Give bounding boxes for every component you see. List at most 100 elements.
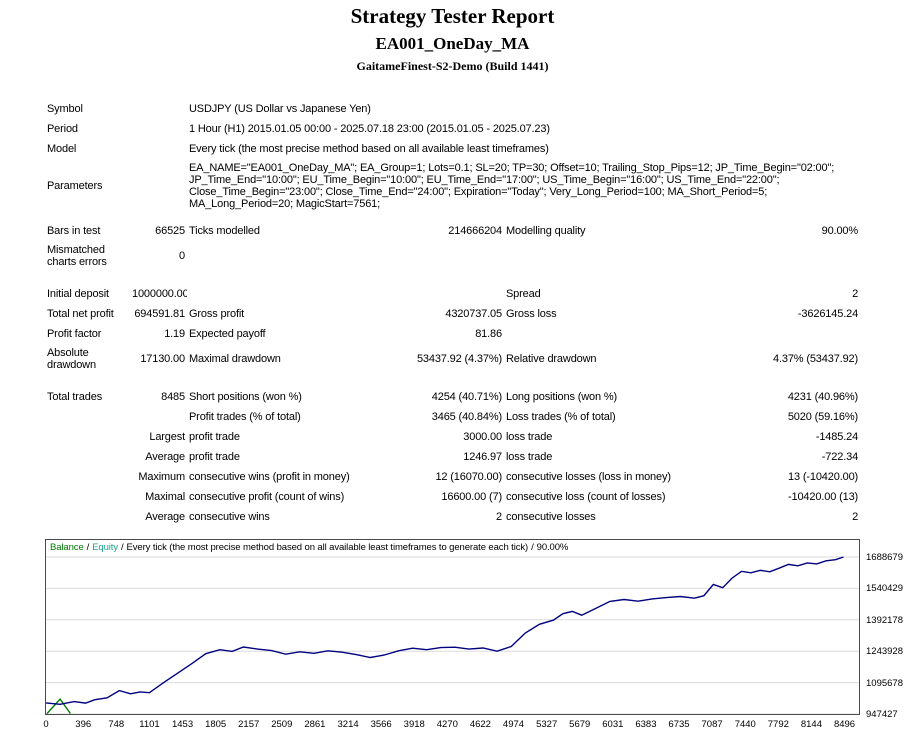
- stat-value: 1246.97: [463, 451, 502, 463]
- x-axis-label: 6383: [635, 719, 657, 730]
- stat-label: Gross profit: [189, 308, 245, 320]
- report-table: Symbol USDJPY (US Dollar vs Japanese Yen…: [45, 99, 860, 527]
- table-row: Total trades 8485 Short positions (won %…: [45, 387, 860, 407]
- legend-balance-label: Balance: [50, 542, 84, 553]
- x-axis-label: 6031: [602, 719, 624, 730]
- stat-label: Total net profit: [47, 308, 114, 320]
- stat-value: -722.34: [821, 451, 859, 463]
- stat-value: Largest: [149, 431, 185, 443]
- stat-value: [384, 241, 504, 271]
- stat-label: Long positions (won %): [506, 391, 618, 403]
- stat-value: 3465 (40.84%): [431, 411, 502, 423]
- stat-value: 3000.00: [463, 431, 502, 443]
- x-axis-label: 2509: [271, 719, 293, 730]
- table-row: Absolute drawdown 17130.00 Maximal drawd…: [45, 344, 860, 374]
- x-axis-label: 8496: [833, 719, 856, 730]
- stat-label: [504, 241, 719, 271]
- stat-label: [504, 324, 719, 344]
- stat-value: 16600.00 (7): [441, 491, 502, 503]
- stat-value: 214666204: [448, 225, 502, 237]
- table-row: Profit factor 1.19 Expected payoff 81.86: [45, 324, 860, 344]
- table-row: Mismatched charts errors 0: [45, 241, 860, 271]
- stat-label: [187, 241, 384, 271]
- table-row: Largest profit trade 3000.00 loss trade …: [45, 427, 860, 447]
- legend-equity-label: Equity: [92, 542, 118, 553]
- stat-label: Profit factor: [47, 328, 102, 340]
- x-axis-label: 7087: [701, 719, 723, 730]
- info-value: USDJPY (US Dollar vs Japanese Yen): [189, 103, 371, 115]
- stat-value: -1485.24: [815, 431, 859, 443]
- stat-value: [719, 241, 860, 271]
- stat-value: -10420.00 (13): [787, 491, 859, 503]
- info-label: Parameters: [47, 180, 103, 192]
- y-axis-label: 1095678: [866, 677, 903, 689]
- stat-value: Average: [145, 451, 185, 463]
- stat-value: 4254 (40.71%): [431, 391, 502, 403]
- spacer-row: [45, 374, 860, 387]
- info-value: EA_NAME="EA001_OneDay_MA"; EA_Group=1; L…: [189, 162, 835, 210]
- x-axis-label: 1805: [205, 719, 227, 730]
- lots-line: [46, 697, 71, 715]
- table-row: Initial deposit 1000000.00 Spread 2: [45, 284, 860, 304]
- stat-label: Gross loss: [506, 308, 557, 320]
- stat-value: 17130.00: [140, 353, 185, 365]
- stat-value: Maximal: [145, 491, 185, 503]
- x-axis-label: 8144: [800, 719, 823, 730]
- x-axis-label: 7792: [767, 719, 789, 730]
- x-axis-label: 748: [108, 719, 125, 730]
- chart-legend: Balance / Equity / Every tick (the most prec…: [50, 542, 568, 553]
- stat-label: consecutive profit (count of wins): [189, 491, 345, 503]
- stat-label: Spread: [506, 288, 541, 300]
- stat-label: Profit trades (% of total): [189, 411, 301, 423]
- x-axis-label: 1453: [171, 719, 194, 730]
- stat-label: [45, 467, 130, 487]
- stat-label: loss trade: [506, 451, 553, 463]
- chart-plot-area: Balance / Equity / Every tick (the most prec…: [45, 539, 860, 715]
- table-row: Parameters EA_NAME="EA001_OneDay_MA"; EA…: [45, 159, 860, 213]
- legend-quality: 90.00%: [536, 542, 569, 553]
- balance-chart: Balance / Equity / Every tick (the most prec…: [43, 539, 905, 737]
- stat-label: Expected payoff: [189, 328, 266, 340]
- x-axis-label: 7440: [734, 719, 756, 730]
- table-row: Maximal consecutive profit (count of win…: [45, 487, 860, 507]
- x-axis-label: 2157: [238, 719, 260, 730]
- stat-value: 13 (-10420.00): [787, 471, 859, 483]
- stat-label: consecutive wins (profit in money): [189, 471, 350, 483]
- stat-label: Initial deposit: [47, 288, 109, 300]
- x-axis-label: 4974: [502, 719, 525, 730]
- stat-label: Relative drawdown: [506, 353, 597, 365]
- y-axis-label: 1243928: [866, 646, 903, 658]
- stat-value: -3626145.24: [797, 308, 859, 320]
- ea-name: EA001_OneDay_MA: [375, 34, 530, 53]
- x-axis-label: 6735: [668, 719, 690, 730]
- stat-label: consecutive losses: [506, 511, 596, 523]
- balance-equity-graph: [45, 556, 859, 715]
- x-axis: 0 396 748 1101 1453 1805 2157 2509 2861 3214 3566 3…: [43, 719, 859, 733]
- table-row: Symbol USDJPY (US Dollar vs Japanese Yen…: [45, 99, 860, 119]
- stat-value: 81.86: [475, 328, 502, 340]
- spacer-row: [45, 271, 860, 284]
- x-axis-label: 5679: [569, 719, 591, 730]
- x-axis-label: 0: [43, 719, 49, 730]
- stat-label: Mismatched charts errors: [47, 244, 107, 268]
- info-value: 1 Hour (H1) 2015.01.05 00:00 - 2025.07.1…: [189, 123, 550, 135]
- legend-separator: /: [121, 542, 124, 553]
- stat-label: Absolute drawdown: [47, 347, 96, 371]
- stat-label: consecutive wins: [189, 511, 270, 523]
- stat-value: 4.37% (53437.92): [772, 353, 859, 365]
- stat-value: 2: [852, 511, 859, 523]
- x-axis-label: 3214: [337, 719, 359, 730]
- legend-separator: /: [531, 542, 534, 553]
- y-axis: 1688679 1540429 1392178 1243928 1095678 94742…: [866, 540, 905, 720]
- stat-label: Maximal drawdown: [189, 353, 281, 365]
- table-row: Total net profit 694591.81 Gross profit …: [45, 304, 860, 324]
- table-row: Period 1 Hour (H1) 2015.01.05 00:00 - 20…: [45, 119, 860, 139]
- stat-value: 1.19: [164, 328, 185, 340]
- table-row: Bars in test 66525 Ticks modelled 214666…: [45, 221, 860, 241]
- stat-label: consecutive loss (count of losses): [506, 491, 666, 503]
- table-row: Maximum consecutive wins (profit in mone…: [45, 467, 860, 487]
- balance-line: [45, 556, 844, 706]
- stat-label: Short positions (won %): [189, 391, 302, 403]
- stat-value: 12 (16070.00): [435, 471, 502, 483]
